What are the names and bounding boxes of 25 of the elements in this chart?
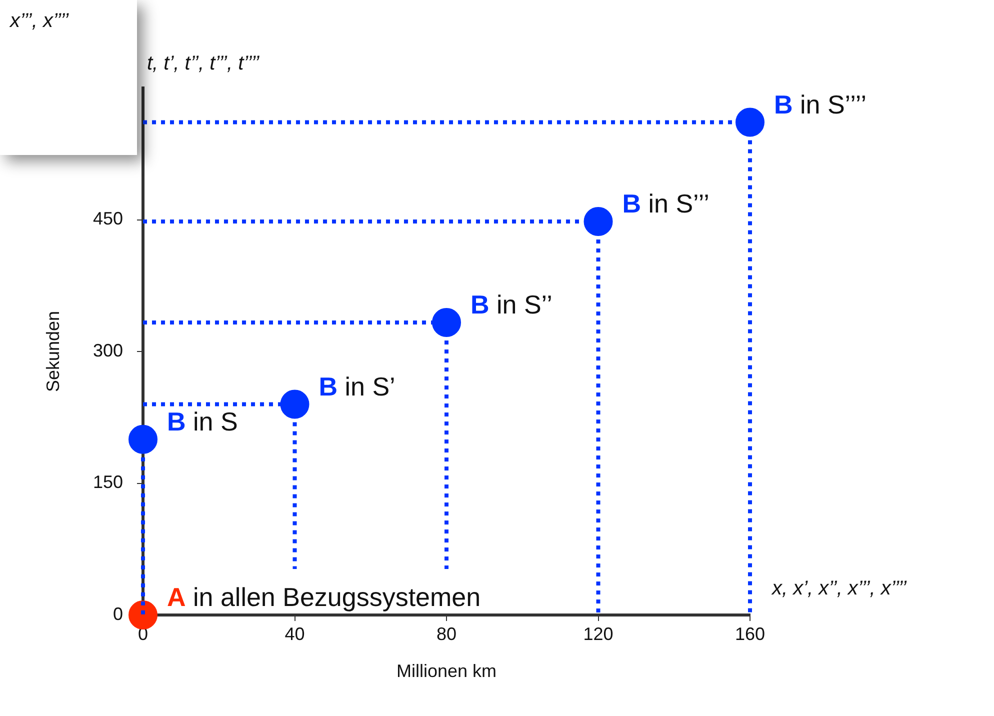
point <box>280 390 310 419</box>
y-tick-label: 0 <box>112 604 123 624</box>
series-label: B in S’’ <box>470 290 552 320</box>
text: t, t’, t’’, t’’’, t’’’’ <box>147 52 260 75</box>
point <box>584 207 613 236</box>
y-tick-label: 150 <box>92 472 123 492</box>
y-tick-label: 300 <box>92 340 123 360</box>
point <box>128 600 158 630</box>
series-label: B in S’ <box>318 371 396 402</box>
x-tick-label: 80 <box>436 624 457 644</box>
series-label: B in S’’’ <box>622 188 710 219</box>
x-tick-label: 40 <box>284 624 305 644</box>
x-tick-label: 160 <box>734 624 766 644</box>
x-axis-title: Millionen km <box>396 661 497 682</box>
point <box>432 308 461 338</box>
x-tick-label: 120 <box>583 624 614 644</box>
text: x’’’, x’’’’ <box>10 10 69 32</box>
y-axis-title: Sekunden <box>42 310 63 392</box>
series-label: B in S’’’’ <box>774 89 867 120</box>
point <box>128 424 158 454</box>
point <box>736 108 764 137</box>
text: x, x’, x’’, x’’’, x’’’’ <box>771 578 907 600</box>
series-label: A in allen Bezugssystemen <box>167 582 481 612</box>
series-label: B in S <box>167 406 238 437</box>
y-tick-label: 450 <box>92 208 123 229</box>
